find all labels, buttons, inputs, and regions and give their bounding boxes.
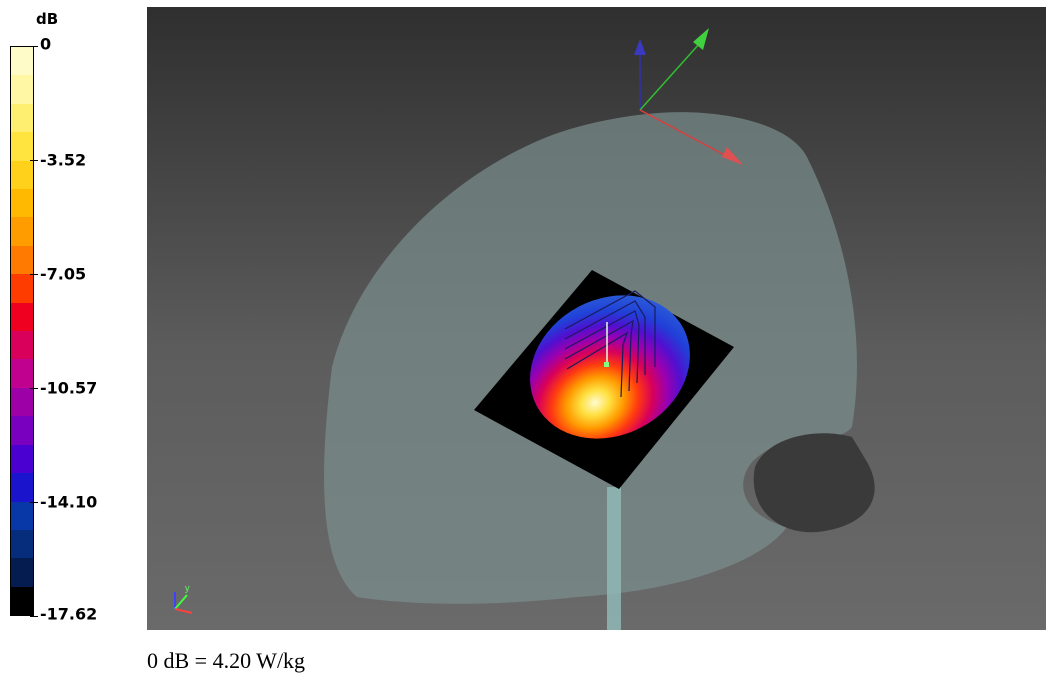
colorbar-swatch (11, 359, 33, 388)
y-axis-arrow (693, 28, 709, 50)
colorbar-swatch (11, 189, 33, 218)
colorbar-tick (30, 46, 38, 47)
colorbar-tick-label: -3.52 (40, 150, 87, 170)
colorbar-swatch (11, 302, 33, 332)
3d-scene: y (174, 28, 875, 630)
colorbar-swatch (11, 416, 33, 445)
legend-unit-label: dB (36, 10, 59, 28)
colorbar-swatch (11, 103, 33, 133)
colorbar-swatch (11, 331, 33, 360)
orientation-gizmo: y (174, 583, 193, 614)
colorbar-tick (30, 160, 38, 161)
sar-distribution (530, 295, 690, 439)
support-rod (607, 487, 621, 630)
colorbar-swatch (11, 444, 33, 474)
colorbar-swatch (11, 47, 33, 76)
colorbar-swatch (11, 387, 33, 417)
ear-cavity (753, 433, 875, 533)
colorbar-tick (30, 388, 38, 389)
colorbar-swatch (11, 132, 33, 161)
colorbar-tick (30, 616, 38, 617)
3d-viewport[interactable]: y (147, 7, 1046, 630)
colorbar-swatch (11, 529, 33, 559)
colorbar-swatch (11, 473, 33, 502)
colorbar-swatch (11, 245, 33, 275)
colorbar-swatch (11, 75, 33, 104)
zoom-scan-slices (564, 290, 656, 398)
colorbar-swatch (11, 274, 33, 303)
axes-triad (634, 28, 743, 165)
probe-marker (604, 362, 609, 367)
colorbar-tick (30, 502, 38, 503)
gizmo-y-label: y (185, 583, 190, 593)
colorbar-tick-label: -14.10 (40, 492, 98, 512)
x-axis-arrow (722, 147, 743, 165)
colorbar-legend: dB 0 -3.52 -7.05 -10.57 -14.10 -17.62 (0, 0, 145, 630)
colorbar (10, 46, 34, 616)
colorbar-swatch (11, 558, 33, 587)
colorbar-swatch (11, 217, 33, 246)
z-axis-arrow (634, 39, 646, 55)
colorbar-swatch (11, 501, 33, 530)
colorbar-tick-label: -7.05 (40, 264, 87, 284)
colorbar-tick (30, 274, 38, 275)
normalization-footer: 0 dB = 4.20 W/kg (147, 648, 306, 673)
colorbar-tick-label: -10.57 (40, 378, 98, 398)
colorbar-tick-label: -17.62 (40, 604, 98, 624)
colorbar-swatch (11, 160, 33, 190)
colorbar-swatch (11, 586, 33, 616)
colorbar-tick-label: 0 (40, 34, 52, 54)
